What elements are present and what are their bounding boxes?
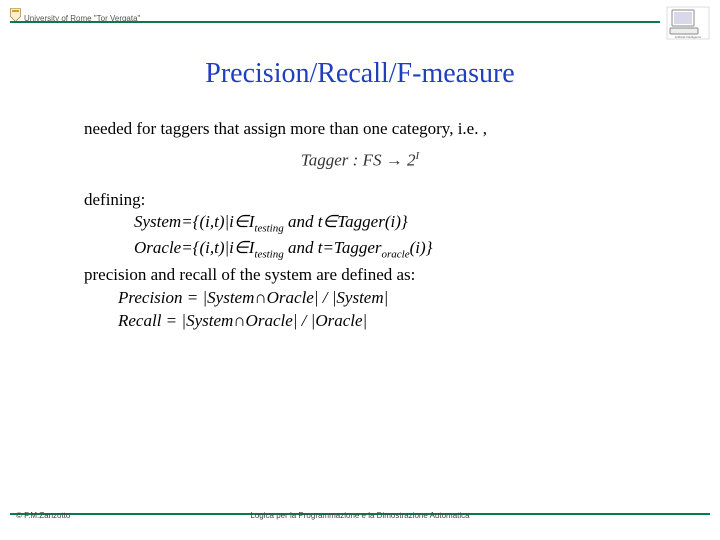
formula-lhs: Tagger : FS (301, 151, 382, 170)
prec-recall-intro: precision and recall of the system are d… (84, 264, 636, 287)
oracle-subscript: oracle (381, 248, 409, 260)
university-name: University of Rome "Tor Vergata" (24, 14, 140, 23)
slide-header: University of Rome "Tor Vergata" Artific… (0, 0, 720, 34)
svg-text:Artificial Intelligence: Artificial Intelligence (675, 35, 702, 39)
precision-formula: Precision = |System∩Oracle| / |System| (84, 287, 636, 310)
slide-body: needed for taggers that assign more than… (0, 118, 720, 333)
oracle-prefix: Oracle={(i,t)|i (134, 238, 234, 257)
footer-rule (10, 502, 710, 504)
system-prefix: System={(i,t)|i (134, 212, 234, 231)
element-of-icon: ∈ (322, 212, 337, 231)
testing-subscript: testing (254, 223, 283, 235)
system-suffix: Tagger(i)} (337, 212, 407, 231)
formula-rhs-exp: I (415, 150, 419, 162)
tagger-formula: Tagger : FS → 2I (84, 149, 636, 173)
slide-title: Precision/Recall/F-measure (0, 58, 720, 90)
header-rule (10, 10, 660, 12)
system-definition: System={(i,t)|i∈Itesting and t∈Tagger(i)… (84, 211, 636, 236)
recall-formula: Recall = |System∩Oracle| / |Oracle| (84, 310, 636, 333)
computer-logo-icon: Artificial Intelligence (666, 6, 710, 40)
element-of-icon: ∈ (234, 212, 249, 231)
course-name: Logica per la Programmazione e la Dimost… (0, 511, 720, 520)
intro-text: needed for taggers that assign more than… (84, 118, 636, 141)
arrow-icon: → (386, 151, 403, 170)
defining-label: defining: (84, 189, 636, 212)
element-of-icon: ∈ (234, 238, 249, 257)
oracle-definition: Oracle={(i,t)|i∈Itesting and t=Taggerora… (84, 237, 636, 262)
oracle-mid: and t=Tagger (284, 238, 382, 257)
oracle-suffix: (i)} (410, 238, 433, 257)
system-mid: and t (284, 212, 323, 231)
testing-subscript: testing (254, 248, 283, 260)
